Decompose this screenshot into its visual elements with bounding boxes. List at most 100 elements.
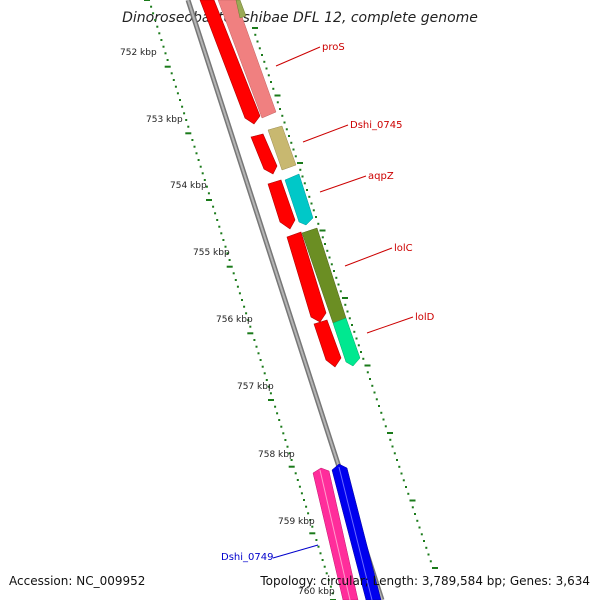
tick-minor (284, 439, 287, 441)
tick-minor (179, 99, 181, 101)
tick-minor (325, 572, 328, 575)
tick-minor (402, 479, 405, 482)
tick-minor (172, 79, 175, 81)
tick-minor (292, 148, 295, 151)
tick-minor (276, 101, 279, 104)
tick-minor (269, 392, 272, 395)
genome-summary-text: Topology: circular; Length: 3,789,584 bp… (260, 574, 590, 588)
tick-minor (276, 412, 279, 415)
tick-minor (257, 352, 260, 355)
tick-minor (181, 105, 184, 108)
tick-minor (212, 205, 215, 208)
tick-minor (160, 39, 163, 41)
gene-top-olive[interactable] (235, 0, 247, 19)
tick-minor (207, 192, 210, 195)
tick-major (364, 364, 371, 367)
tick-minor (294, 472, 297, 475)
tick-minor (154, 19, 157, 21)
tick-minor (308, 195, 311, 198)
tick-minor (411, 506, 414, 509)
tick-minor (241, 299, 243, 301)
gene-label-aqpZ: aqpZ (368, 171, 394, 182)
tick-major (226, 265, 233, 268)
tick-minor (245, 312, 248, 315)
tick-minor (183, 112, 186, 115)
tick-minor (259, 359, 262, 361)
tick-minor (384, 425, 387, 428)
tick-minor (228, 259, 231, 261)
tick-minor (305, 505, 308, 508)
cds-arrow-3[interactable] (267, 179, 296, 230)
tick-minor (312, 209, 315, 212)
tick-minor (328, 256, 331, 259)
gene-Dshi_0749-magenta[interactable] (312, 467, 359, 600)
tick-track (144, 0, 438, 600)
tick-minor (224, 245, 227, 248)
tick-minor (321, 236, 324, 239)
tick-minor (255, 345, 258, 348)
tick-minor (279, 108, 281, 110)
tick-minor (249, 325, 252, 328)
gene-aqpZ[interactable] (284, 173, 314, 226)
tick-minor (197, 159, 200, 161)
tick-minor (298, 485, 301, 488)
gene-lolD[interactable] (332, 317, 361, 367)
tick-minor (232, 272, 235, 275)
tick-minor (247, 319, 250, 321)
tick-minor (309, 519, 312, 521)
kbp-label-752: 752 kbp (120, 48, 157, 58)
tick-minor (191, 139, 194, 141)
tick-minor (156, 25, 159, 28)
tick-minor (265, 67, 268, 70)
tick-minor (203, 179, 206, 181)
tick-minor (398, 465, 401, 468)
tick-minor (243, 305, 246, 308)
tick-minor (324, 243, 326, 245)
cds-arrow-2[interactable] (250, 133, 278, 175)
gene-Dshi_0749-blue[interactable] (331, 463, 382, 600)
tick-minor (234, 279, 237, 281)
tick-minor (407, 492, 410, 495)
kbp-label-757: 757 kbp (237, 382, 274, 392)
tick-minor (329, 585, 332, 588)
tick-minor (150, 5, 153, 8)
tick-minor (375, 398, 378, 401)
tick-minor (380, 411, 383, 414)
gene-Dshi_0745[interactable] (267, 125, 297, 171)
tick-minor (423, 540, 425, 542)
gene-label-proS: proS (322, 42, 345, 53)
tick-minor (420, 533, 423, 536)
kbp-label-759: 759 kbp (278, 517, 315, 527)
tick-minor (299, 168, 302, 171)
tick-minor (351, 324, 353, 326)
tick-minor (307, 512, 310, 515)
kbp-label-754: 754 kbp (170, 181, 207, 191)
cds-arrow-5[interactable] (313, 319, 342, 368)
tick-minor (290, 459, 293, 461)
tick-minor (300, 492, 303, 495)
tick-minor (283, 121, 286, 124)
gene-proS[interactable] (217, 0, 277, 119)
cds-arrow-4[interactable] (286, 231, 327, 323)
tick-minor (222, 239, 225, 241)
tick-minor (391, 445, 394, 448)
tick-minor (425, 546, 428, 549)
gene-features[interactable] (199, 0, 382, 600)
tick-minor (267, 385, 270, 388)
tick-minor (317, 222, 320, 225)
tick-minor (427, 553, 430, 556)
tick-minor (339, 290, 342, 293)
tick-major (252, 27, 258, 29)
tick-minor (337, 283, 340, 286)
tick-major (206, 199, 212, 201)
tick-major (268, 399, 274, 401)
cds-arrow-1[interactable] (199, 0, 261, 125)
tick-minor (288, 452, 291, 455)
tick-minor (310, 202, 313, 205)
accession-text: Accession: NC_009952 (9, 574, 146, 588)
gene-labels: proS Dshi_0745 aqpZ lolC lolD Dshi_0749 (221, 42, 435, 563)
tick-minor (253, 339, 256, 341)
tick-minor (195, 152, 198, 155)
tick-minor (236, 285, 239, 288)
